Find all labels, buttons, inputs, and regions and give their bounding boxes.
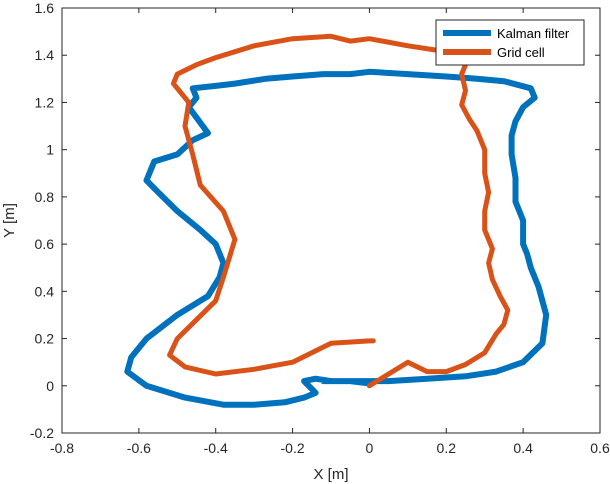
series-lines — [124, 33, 550, 408]
y-tick-label: 0.2 — [35, 331, 55, 347]
x-tick-label: 0 — [366, 440, 374, 456]
series-line-grid-cell — [167, 33, 511, 389]
y-tick-label: 1.6 — [35, 0, 55, 16]
y-tick-label: 0.4 — [35, 283, 55, 299]
series-line-kalman-filter — [124, 68, 550, 408]
legend-label-grid-cell: Grid cell — [497, 45, 545, 60]
x-tick-label: -0.4 — [204, 440, 228, 456]
y-tick-label: 1 — [46, 142, 54, 158]
plot-area-frame — [61, 7, 601, 434]
y-tick-label: 0 — [46, 378, 54, 394]
x-tick-label: 0.4 — [513, 440, 533, 456]
legend-label-kalman-filter: Kalman filter — [497, 26, 570, 41]
x-tick-label: 0.2 — [437, 440, 457, 456]
x-axis-title: X [m] — [313, 466, 348, 483]
x-tick-label: -0.2 — [281, 440, 305, 456]
y-tick-label: 1.4 — [35, 47, 55, 63]
y-tick-label: 0.8 — [35, 189, 55, 205]
y-tick-label: 1.2 — [35, 94, 55, 110]
legend-box — [435, 19, 585, 66]
y-tick-label: -0.2 — [30, 425, 54, 441]
x-tick-label: 0.6 — [590, 440, 610, 456]
x-tick-label: -0.6 — [127, 440, 151, 456]
axis-ticks: -0.8 -0.6 -0.4 -0.2 0 0.2 0.4 0.6 -0.2 0 0.2 0.4 0.6… — [30, 0, 610, 456]
x-tick-label: -0.8 — [50, 440, 74, 456]
y-axis-title: Y [m] — [1, 203, 18, 238]
legend: Kalman filter Grid cell — [435, 19, 585, 66]
y-tick-label: 0.6 — [35, 236, 55, 252]
